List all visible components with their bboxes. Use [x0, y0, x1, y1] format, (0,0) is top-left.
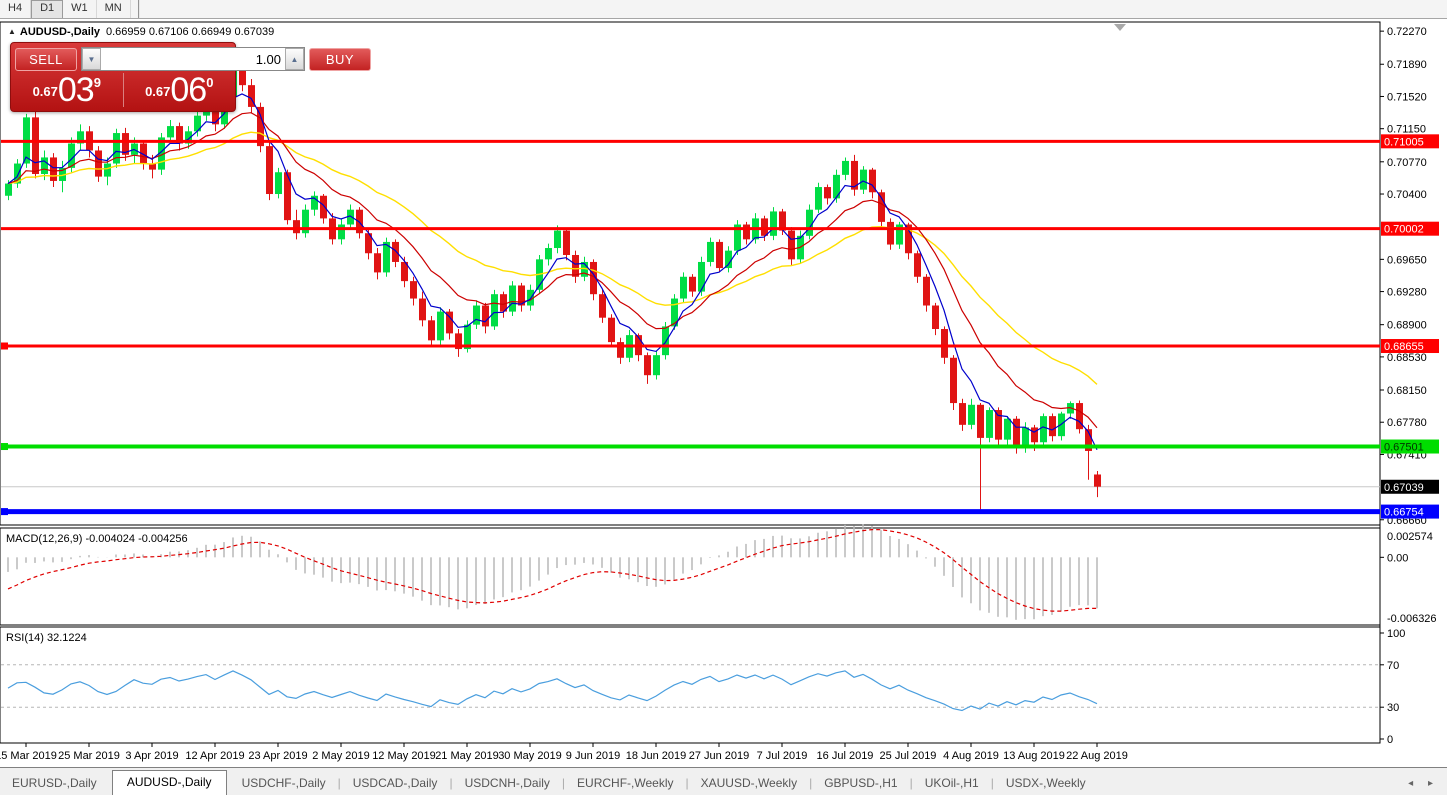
- volume-input[interactable]: [101, 48, 285, 70]
- toolbar-separator: [133, 0, 140, 18]
- timeframe-button-mn[interactable]: MN: [97, 0, 131, 18]
- timeframe-button-w1[interactable]: W1: [63, 0, 97, 18]
- svg-text:23 Apr 2019: 23 Apr 2019: [248, 750, 307, 762]
- svg-text:30 May 2019: 30 May 2019: [498, 750, 562, 762]
- svg-text:0.66754: 0.66754: [1384, 507, 1424, 519]
- svg-text:70: 70: [1387, 660, 1399, 672]
- sell-price-main: 03: [57, 71, 95, 109]
- svg-text:0.70400: 0.70400: [1387, 189, 1427, 201]
- tab-usdchf-daily[interactable]: USDCHF-,Daily: [241, 776, 326, 790]
- tab-separator: |: [449, 776, 453, 790]
- svg-text:0.72270: 0.72270: [1387, 26, 1427, 38]
- tab-gbpusd-h1[interactable]: GBPUSD-,H1: [824, 776, 898, 790]
- buy-price-display[interactable]: 0.67 06 0: [124, 73, 236, 107]
- svg-text:25 Jul 2019: 25 Jul 2019: [880, 750, 937, 762]
- volume-increase-button[interactable]: ▲: [285, 48, 304, 70]
- svg-text:0.71005: 0.71005: [1384, 136, 1424, 148]
- svg-text:0.00: 0.00: [1387, 552, 1408, 564]
- svg-text:25 Mar 2019: 25 Mar 2019: [58, 750, 120, 762]
- svg-text:0.71520: 0.71520: [1387, 91, 1427, 103]
- tab-separator: |: [685, 776, 689, 790]
- timeframe-button-h4[interactable]: H4: [0, 0, 32, 18]
- buy-price-prefix: 0.67: [145, 84, 171, 99]
- tab-usdx-weekly[interactable]: USDX-,Weekly: [1005, 776, 1086, 790]
- svg-text:3 Apr 2019: 3 Apr 2019: [125, 750, 178, 762]
- svg-text:30: 30: [1387, 702, 1399, 714]
- sell-price-display[interactable]: 0.67 03 9: [11, 73, 124, 107]
- svg-text:0.71150: 0.71150: [1387, 124, 1426, 136]
- svg-text:12 Apr 2019: 12 Apr 2019: [185, 750, 244, 762]
- sell-button[interactable]: SELL: [15, 47, 77, 71]
- tab-separator: |: [809, 776, 813, 790]
- svg-text:15 Mar 2019: 15 Mar 2019: [0, 750, 57, 762]
- tab-audusd-daily[interactable]: AUDUSD-,Daily: [111, 770, 227, 795]
- svg-text:0.67501: 0.67501: [1384, 442, 1424, 454]
- macd-label: MACD(12,26,9) -0.004024 -0.004256: [6, 533, 188, 545]
- buy-price-pip: 0: [206, 75, 214, 90]
- tab-separator: |: [337, 776, 341, 790]
- tab-scroll-arrows[interactable]: ◂ ▸: [1408, 778, 1439, 789]
- buy-button[interactable]: BUY: [309, 47, 371, 71]
- tab-usdcad-daily[interactable]: USDCAD-,Daily: [352, 776, 438, 790]
- tab-eurchf-weekly[interactable]: EURCHF-,Weekly: [577, 776, 674, 790]
- tab-separator: |: [990, 776, 994, 790]
- svg-text:0.70002: 0.70002: [1384, 224, 1424, 236]
- svg-text:0.69280: 0.69280: [1387, 287, 1427, 299]
- svg-text:0.70770: 0.70770: [1387, 157, 1427, 169]
- tab-ukoil-h1[interactable]: UKOil-,H1: [924, 776, 979, 790]
- svg-text:22 Aug 2019: 22 Aug 2019: [1066, 750, 1128, 762]
- timeframe-button-d1[interactable]: D1: [31, 0, 64, 18]
- collapse-triangle-icon[interactable]: ▲: [8, 27, 16, 36]
- timeframe-toolbar: H4 D1 W1 MN: [0, 0, 1447, 19]
- svg-text:13 Aug 2019: 13 Aug 2019: [1003, 750, 1065, 762]
- sell-price-pip: 9: [93, 75, 101, 90]
- buy-price-main: 06: [170, 71, 207, 109]
- svg-text:0.68655: 0.68655: [1384, 341, 1424, 353]
- svg-text:21 May 2019: 21 May 2019: [435, 750, 499, 762]
- svg-text:0.68150: 0.68150: [1387, 385, 1427, 397]
- svg-text:-0.006326: -0.006326: [1387, 613, 1437, 625]
- symbol-tab-bar: EURUSD-,Daily | AUDUSD-,Daily | USDCHF-,Dail…: [0, 767, 1447, 795]
- svg-text:0: 0: [1387, 734, 1393, 746]
- volume-spinner: ▼ ▲: [81, 47, 305, 71]
- svg-text:12 May 2019: 12 May 2019: [372, 750, 436, 762]
- svg-text:0.69650: 0.69650: [1387, 254, 1427, 266]
- svg-text:4 Aug 2019: 4 Aug 2019: [943, 750, 999, 762]
- volume-decrease-button[interactable]: ▼: [82, 48, 101, 70]
- svg-text:0.71890: 0.71890: [1387, 59, 1427, 71]
- svg-text:0.67780: 0.67780: [1387, 417, 1427, 429]
- ohlc-values: 0.66959 0.67106 0.66949 0.67039: [106, 26, 275, 38]
- svg-text:0.68900: 0.68900: [1387, 320, 1427, 332]
- rsi-label: RSI(14) 32.1224: [6, 632, 87, 644]
- svg-text:100: 100: [1387, 628, 1405, 640]
- tab-separator: |: [909, 776, 913, 790]
- svg-text:0.68530: 0.68530: [1387, 352, 1427, 364]
- svg-text:18 Jun 2019: 18 Jun 2019: [626, 750, 687, 762]
- symbol-period-label: AUDUSD-,Daily: [19, 26, 100, 38]
- tab-usdcnh-daily[interactable]: USDCNH-,Daily: [464, 776, 550, 790]
- svg-text:9 Jun 2019: 9 Jun 2019: [566, 750, 620, 762]
- svg-text:16 Jul 2019: 16 Jul 2019: [817, 750, 874, 762]
- tab-separator: |: [561, 776, 566, 790]
- chart-title-bar: ▲ AUDUSD-,Daily 0.66959 0.67106 0.66949 0.…: [8, 26, 274, 38]
- svg-text:27 Jun 2019: 27 Jun 2019: [689, 750, 750, 762]
- svg-text:2 May 2019: 2 May 2019: [312, 750, 369, 762]
- tab-eurusd-daily[interactable]: EURUSD-,Daily: [12, 776, 97, 790]
- svg-text:0.002574: 0.002574: [1387, 531, 1433, 543]
- svg-text:0.67039: 0.67039: [1384, 482, 1424, 494]
- tab-xauusd-weekly[interactable]: XAUUSD-,Weekly: [700, 776, 798, 790]
- svg-text:7 Jul 2019: 7 Jul 2019: [757, 750, 808, 762]
- sell-price-prefix: 0.67: [32, 84, 58, 99]
